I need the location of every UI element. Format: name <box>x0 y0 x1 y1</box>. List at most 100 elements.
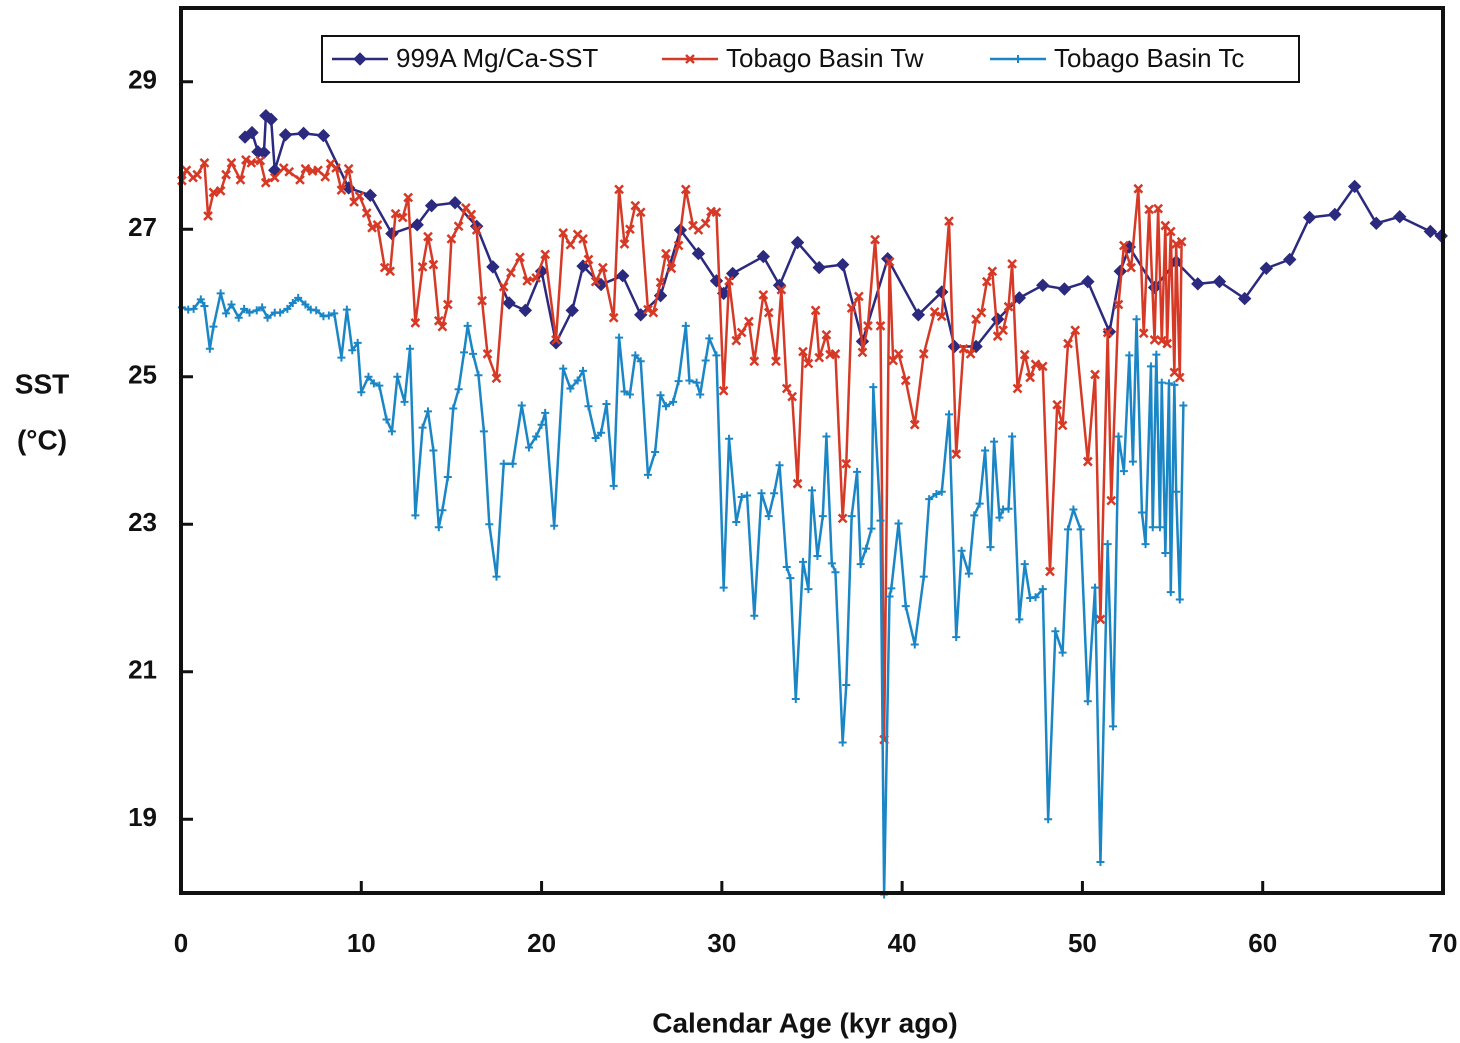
marker <box>263 313 272 322</box>
marker <box>711 207 722 218</box>
marker <box>758 290 769 300</box>
marker <box>838 738 847 747</box>
marker <box>1064 525 1073 534</box>
marker <box>837 513 848 524</box>
marker <box>492 572 501 581</box>
marker <box>1147 280 1162 295</box>
marker <box>252 306 261 315</box>
marker <box>674 377 683 386</box>
marker <box>284 166 295 177</box>
marker <box>862 544 871 553</box>
marker <box>787 391 798 402</box>
marker <box>437 321 448 332</box>
marker <box>651 447 660 456</box>
marker <box>810 305 821 316</box>
marker <box>255 155 266 166</box>
marker <box>446 233 457 244</box>
marker <box>648 307 659 318</box>
marker <box>448 195 462 210</box>
marker <box>701 356 710 365</box>
marker <box>944 216 954 227</box>
marker <box>1148 523 1157 532</box>
marker <box>590 276 601 287</box>
marker <box>771 356 781 367</box>
marker <box>205 344 214 353</box>
marker <box>1166 588 1175 597</box>
marker <box>541 408 550 417</box>
marker <box>853 467 862 476</box>
marker <box>518 303 533 318</box>
marker <box>312 306 321 315</box>
marker <box>1030 359 1041 370</box>
marker <box>685 376 694 385</box>
marker <box>300 163 311 174</box>
marker <box>506 267 516 278</box>
marker <box>296 126 311 141</box>
marker <box>382 415 391 424</box>
marker <box>693 225 704 235</box>
marker <box>515 252 525 263</box>
marker <box>887 584 896 593</box>
marker <box>1037 361 1048 372</box>
marker <box>1141 540 1150 549</box>
marker <box>925 495 934 504</box>
marker <box>894 519 903 528</box>
marker <box>1153 203 1164 214</box>
marker <box>316 128 331 143</box>
marker <box>998 325 1008 336</box>
marker <box>614 184 624 195</box>
marker <box>482 349 493 359</box>
marker <box>1171 239 1182 249</box>
marker <box>342 305 351 314</box>
marker <box>827 559 836 568</box>
marker <box>550 521 559 530</box>
marker <box>1133 183 1144 194</box>
marker <box>410 218 424 232</box>
marker <box>964 569 973 578</box>
marker <box>609 481 618 490</box>
marker <box>393 372 402 381</box>
marker <box>1212 274 1227 289</box>
marker <box>1137 508 1146 517</box>
marker <box>591 433 600 442</box>
marker <box>269 172 280 183</box>
marker <box>661 248 671 259</box>
marker <box>692 378 701 387</box>
marker <box>532 432 541 441</box>
marker <box>208 187 219 198</box>
x-tick-label: 70 <box>1429 928 1458 958</box>
marker <box>209 322 218 331</box>
marker <box>929 306 940 317</box>
marker <box>442 299 453 310</box>
marker <box>1090 369 1100 380</box>
marker <box>736 327 747 338</box>
marker <box>1423 224 1438 239</box>
marker <box>709 274 724 288</box>
marker <box>965 349 976 359</box>
marker <box>221 169 231 180</box>
marker <box>798 346 808 357</box>
marker <box>453 221 464 232</box>
plot-frame <box>179 6 1445 895</box>
marker <box>909 419 920 430</box>
marker <box>719 583 728 592</box>
marker <box>1083 697 1092 706</box>
marker <box>1162 338 1173 349</box>
legend-label: Tobago Basin Tc <box>1054 43 1244 73</box>
marker <box>841 458 852 469</box>
marker <box>337 353 346 362</box>
marker <box>1051 627 1060 636</box>
x-tick-label: 40 <box>888 928 917 958</box>
marker <box>867 524 876 533</box>
marker <box>856 560 865 569</box>
y-axis-unit: (°C) <box>17 424 67 455</box>
marker <box>1015 615 1024 624</box>
marker <box>951 449 962 460</box>
marker <box>1045 566 1055 577</box>
marker <box>390 208 401 219</box>
x-tick-label: 10 <box>347 928 376 958</box>
marker <box>486 260 500 274</box>
marker <box>367 222 377 233</box>
marker <box>330 309 339 318</box>
marker <box>750 611 759 620</box>
